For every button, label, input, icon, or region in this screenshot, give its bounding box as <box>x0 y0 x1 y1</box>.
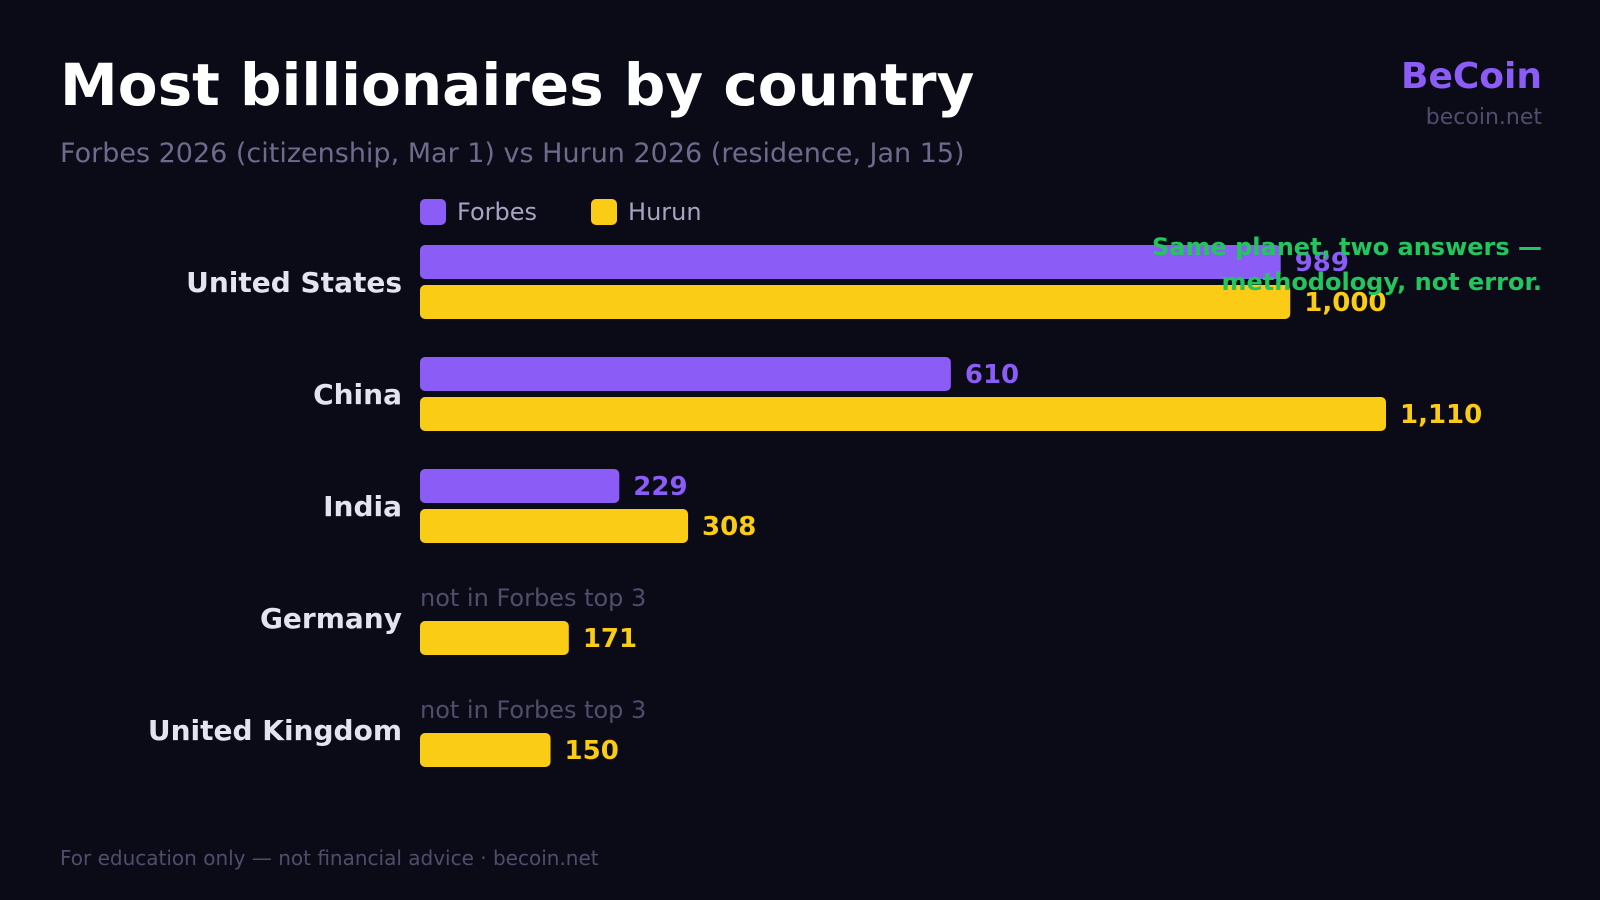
legend-item-hurun: Hurun <box>591 198 702 226</box>
chart-title: Most billionaires by country <box>60 51 975 119</box>
category-label-india: India <box>323 490 402 523</box>
legend-swatch-forbes <box>420 199 446 225</box>
annotation-line-2: methodology, not error. <box>1221 268 1542 296</box>
hurun-value-label-united-kingdom: 150 <box>565 736 619 766</box>
category-label-united-kingdom: United Kingdom <box>148 714 402 747</box>
hurun-bar-united-kingdom <box>420 733 551 767</box>
brand-logo: BeCoin <box>1401 56 1542 97</box>
brand-url: becoin.net <box>1425 105 1542 130</box>
forbes-missing-note-germany: not in Forbes top 3 <box>420 584 646 612</box>
hurun-value-label-united-states: 1,000 <box>1304 288 1386 318</box>
legend-swatch-hurun <box>591 199 618 225</box>
forbes-bar-india <box>420 469 620 503</box>
forbes-value-label-china: 610 <box>965 360 1019 390</box>
hurun-value-label-india: 308 <box>702 512 756 542</box>
legend-label-forbes: Forbes <box>457 198 538 226</box>
footer-disclaimer: For education only — not financial advic… <box>60 846 599 870</box>
legend: Forbes Hurun <box>420 198 702 226</box>
category-label-china: China <box>313 378 402 411</box>
legend-label-hurun: Hurun <box>628 198 702 226</box>
hurun-bar-germany <box>420 621 569 655</box>
chart-subtitle: Forbes 2026 (citizenship, Mar 1) vs Huru… <box>60 138 965 169</box>
forbes-value-label-india: 229 <box>633 472 687 502</box>
forbes-bar-united-states <box>420 245 1281 279</box>
chart-annotation: Same planet, two answers — methodology, … <box>1152 230 1542 300</box>
forbes-value-label-united-states: 989 <box>1295 248 1349 278</box>
legend-item-forbes: Forbes <box>420 198 537 226</box>
category-label-united-states: United States <box>186 266 402 299</box>
forbes-missing-note-united-kingdom: not in Forbes top 3 <box>420 696 646 724</box>
hurun-bar-india <box>420 509 689 543</box>
forbes-bar-china <box>420 357 951 391</box>
category-label-germany: Germany <box>260 602 402 635</box>
hurun-value-label-germany: 171 <box>583 624 637 654</box>
hurun-value-label-china: 1,110 <box>1400 400 1482 430</box>
hurun-bar-china <box>420 397 1386 431</box>
annotation-line-1: Same planet, two answers — <box>1151 233 1542 261</box>
hurun-bar-united-states <box>420 285 1291 319</box>
